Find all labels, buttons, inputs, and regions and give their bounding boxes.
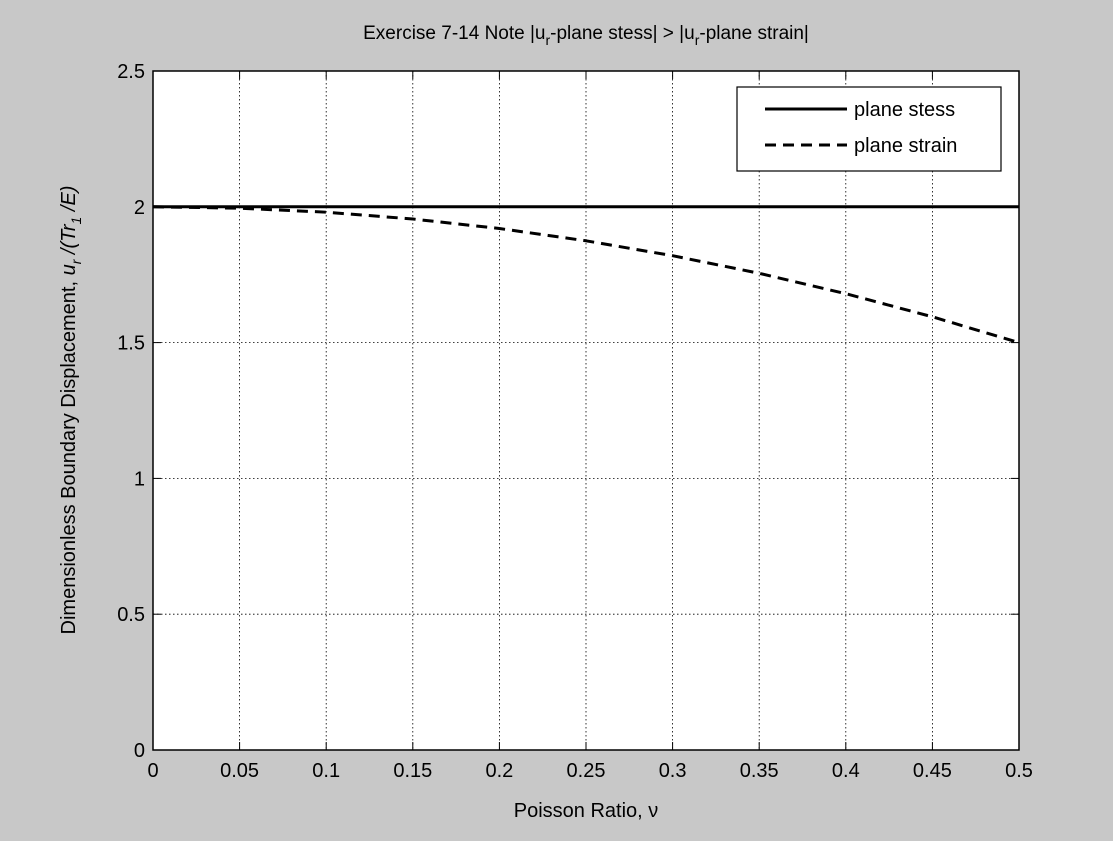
title-suffix: -plane strain|	[699, 23, 809, 44]
x-tick-label: 0	[147, 760, 158, 782]
legend-label-plane-strain: plane strain	[854, 135, 957, 157]
y-tick-label: 0	[134, 740, 145, 762]
x-tick-label: 0.4	[832, 760, 860, 782]
y-tick-label: 1.5	[117, 333, 145, 355]
x-tick-label: 0.3	[659, 760, 687, 782]
y-axis-label: Dimensionless Boundary Displacement, ur …	[58, 186, 84, 635]
legend-box	[736, 86, 1002, 172]
ylabel-sub-1: 1	[68, 217, 84, 225]
ylabel-prefix: Dimensionless Boundary Displacement,	[58, 275, 80, 634]
legend: plane stess plane strain	[736, 86, 1002, 172]
ylabel-mid: /(Tr	[58, 223, 80, 260]
chart-title: Exercise 7-14 Note |ur-plane stess| > |u…	[363, 23, 809, 48]
ylabel-u: u	[58, 264, 80, 275]
x-tick-label: 0.2	[485, 760, 513, 782]
y-tick-label: 0.5	[117, 604, 145, 626]
y-tick-label: 1	[134, 468, 145, 490]
x-tick-label: 0.15	[393, 760, 432, 782]
title-sub2: r	[695, 32, 700, 48]
x-tick-label: 0.25	[567, 760, 606, 782]
title-middle: -plane stess| > |u	[550, 23, 695, 44]
ylabel-sub-r: r	[68, 258, 84, 264]
x-tick-label: 0.1	[312, 760, 340, 782]
x-tick-label: 0.05	[220, 760, 259, 782]
x-axis-label: Poisson Ratio, ν	[514, 800, 659, 822]
ylabel-suffix: /E)	[58, 186, 80, 217]
x-tick-labels: 0 0.05 0.1 0.15 0.2 0.25 0.3 0.35 0.4 0.45 0.5	[147, 760, 1032, 782]
series-layer	[152, 205, 1020, 345]
y-tick-labels: 0 0.5 1 1.5 2 2.5	[117, 61, 145, 762]
legend-label-plane-stess: plane stess	[854, 99, 955, 121]
series-line-plane-strain	[152, 205, 1020, 345]
x-tick-label: 0.5	[1005, 760, 1033, 782]
y-tick-label: 2	[134, 197, 145, 219]
y-tick-label: 2.5	[117, 61, 145, 83]
x-tick-label: 0.35	[740, 760, 779, 782]
title-prefix: Exercise 7-14 Note |u	[363, 23, 545, 44]
title-sub1: r	[545, 32, 550, 48]
x-tick-label: 0.45	[913, 760, 952, 782]
tick-marks	[152, 70, 1020, 751]
